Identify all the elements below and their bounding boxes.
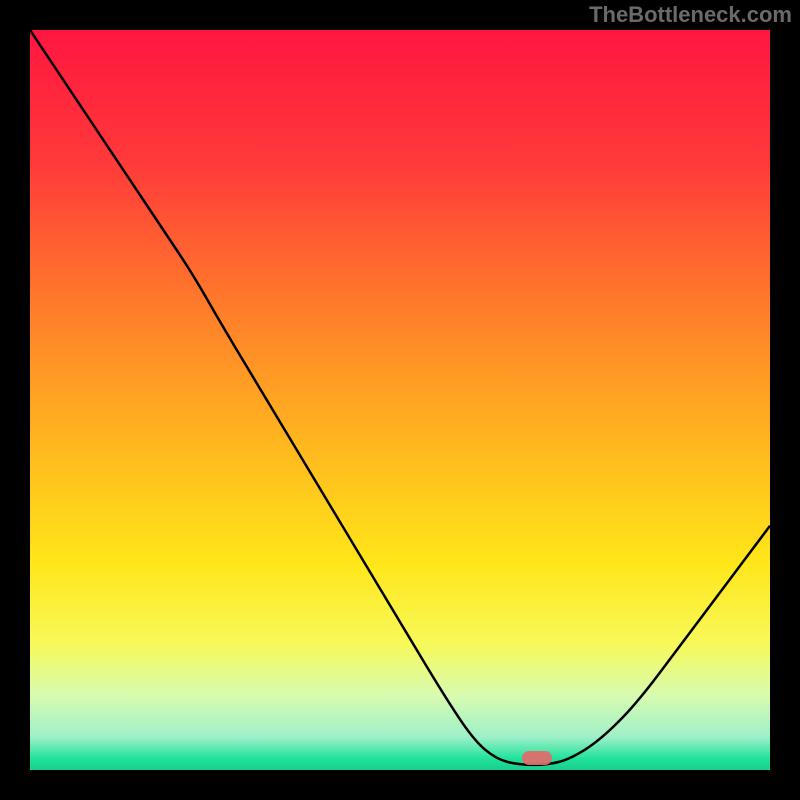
plot-area xyxy=(30,30,770,770)
bottleneck-curve xyxy=(30,30,770,770)
watermark-text: TheBottleneck.com xyxy=(589,2,792,28)
optimal-point-marker xyxy=(522,751,552,765)
